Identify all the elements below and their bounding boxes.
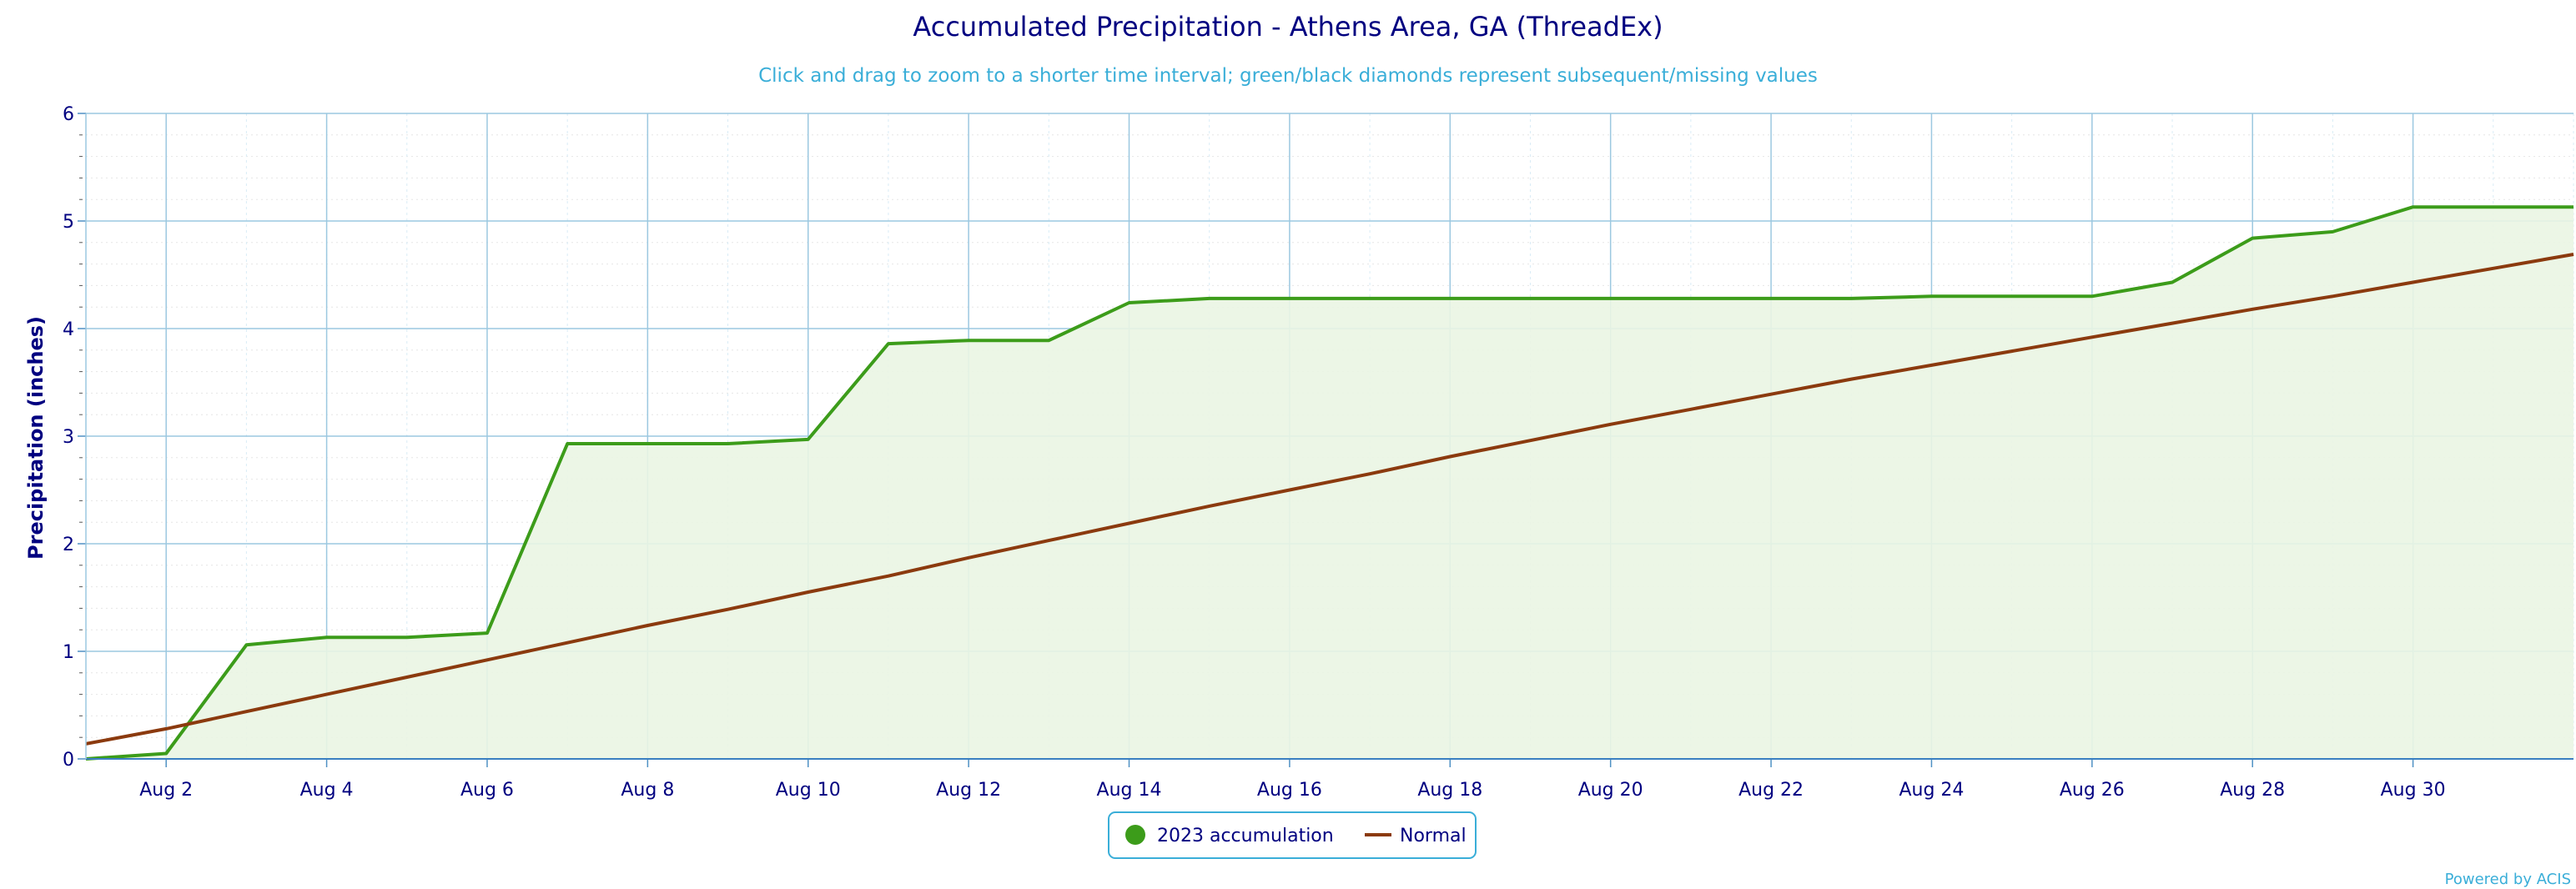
y-tick-label-1: 1: [63, 642, 74, 663]
x-tick-label-20: Aug 20: [1578, 780, 1643, 801]
x-tick-label-22: Aug 22: [1738, 780, 1804, 801]
x-tick-label-24: Aug 24: [1899, 780, 1964, 801]
y-axis-label: Precipitation (inches): [24, 316, 48, 560]
legend-box: [1108, 811, 1477, 859]
credit-link[interactable]: Powered by ACIS: [2445, 871, 2571, 888]
x-tick-label-8: Aug 8: [621, 780, 674, 801]
x-tick-label-30: Aug 30: [2381, 780, 2446, 801]
x-tick-label-12: Aug 12: [936, 780, 1001, 801]
series-line-2023-accumulation: [85, 205, 2573, 761]
x-tick-label-16: Aug 16: [1257, 780, 1322, 801]
x-tick-label-26: Aug 26: [2060, 780, 2125, 801]
chart-subtitle: Click and drag to zoom to a shorter time…: [758, 65, 1818, 87]
x-tick-label-2: Aug 2: [139, 780, 193, 801]
series-line-normal: [85, 253, 2574, 746]
legend[interactable]: 2023 accumulation Normal: [1108, 811, 1477, 859]
y-tick-label-3: 3: [63, 427, 74, 448]
series-layer[interactable]: [80, 201, 2574, 765]
x-tick-label-28: Aug 28: [2220, 780, 2285, 801]
y-tick-label-5: 5: [63, 212, 74, 233]
x-tick-label-6: Aug 6: [460, 780, 514, 801]
legend-item-normal[interactable]: Normal: [1365, 826, 1467, 846]
x-tick-label-10: Aug 10: [776, 780, 841, 801]
chart-title: Accumulated Precipitation - Athens Area,…: [913, 11, 1663, 43]
x-tick-label-4: Aug 4: [300, 780, 354, 801]
x-tick-label-18: Aug 18: [1417, 780, 1482, 801]
y-tick-label-2: 2: [63, 535, 74, 555]
y-tick-label-0: 0: [63, 750, 74, 771]
legend-label-normal: Normal: [1400, 826, 1467, 846]
x-axis: Aug 2 Aug 4 Aug 6 Aug 8 Aug 10 Aug 12 Aug 14 Au…: [86, 758, 2573, 801]
y-tick-label-4: 4: [63, 319, 74, 340]
y-axis: 0 1 2 3 4 5 6: [63, 104, 87, 771]
legend-marker-2023: [1125, 825, 1145, 845]
y-tick-label-6: 6: [63, 104, 74, 125]
x-tick-label-14: Aug 14: [1097, 780, 1162, 801]
legend-label-2023: 2023 accumulation: [1157, 826, 1334, 846]
legend-item-2023[interactable]: 2023 accumulation: [1125, 825, 1334, 846]
